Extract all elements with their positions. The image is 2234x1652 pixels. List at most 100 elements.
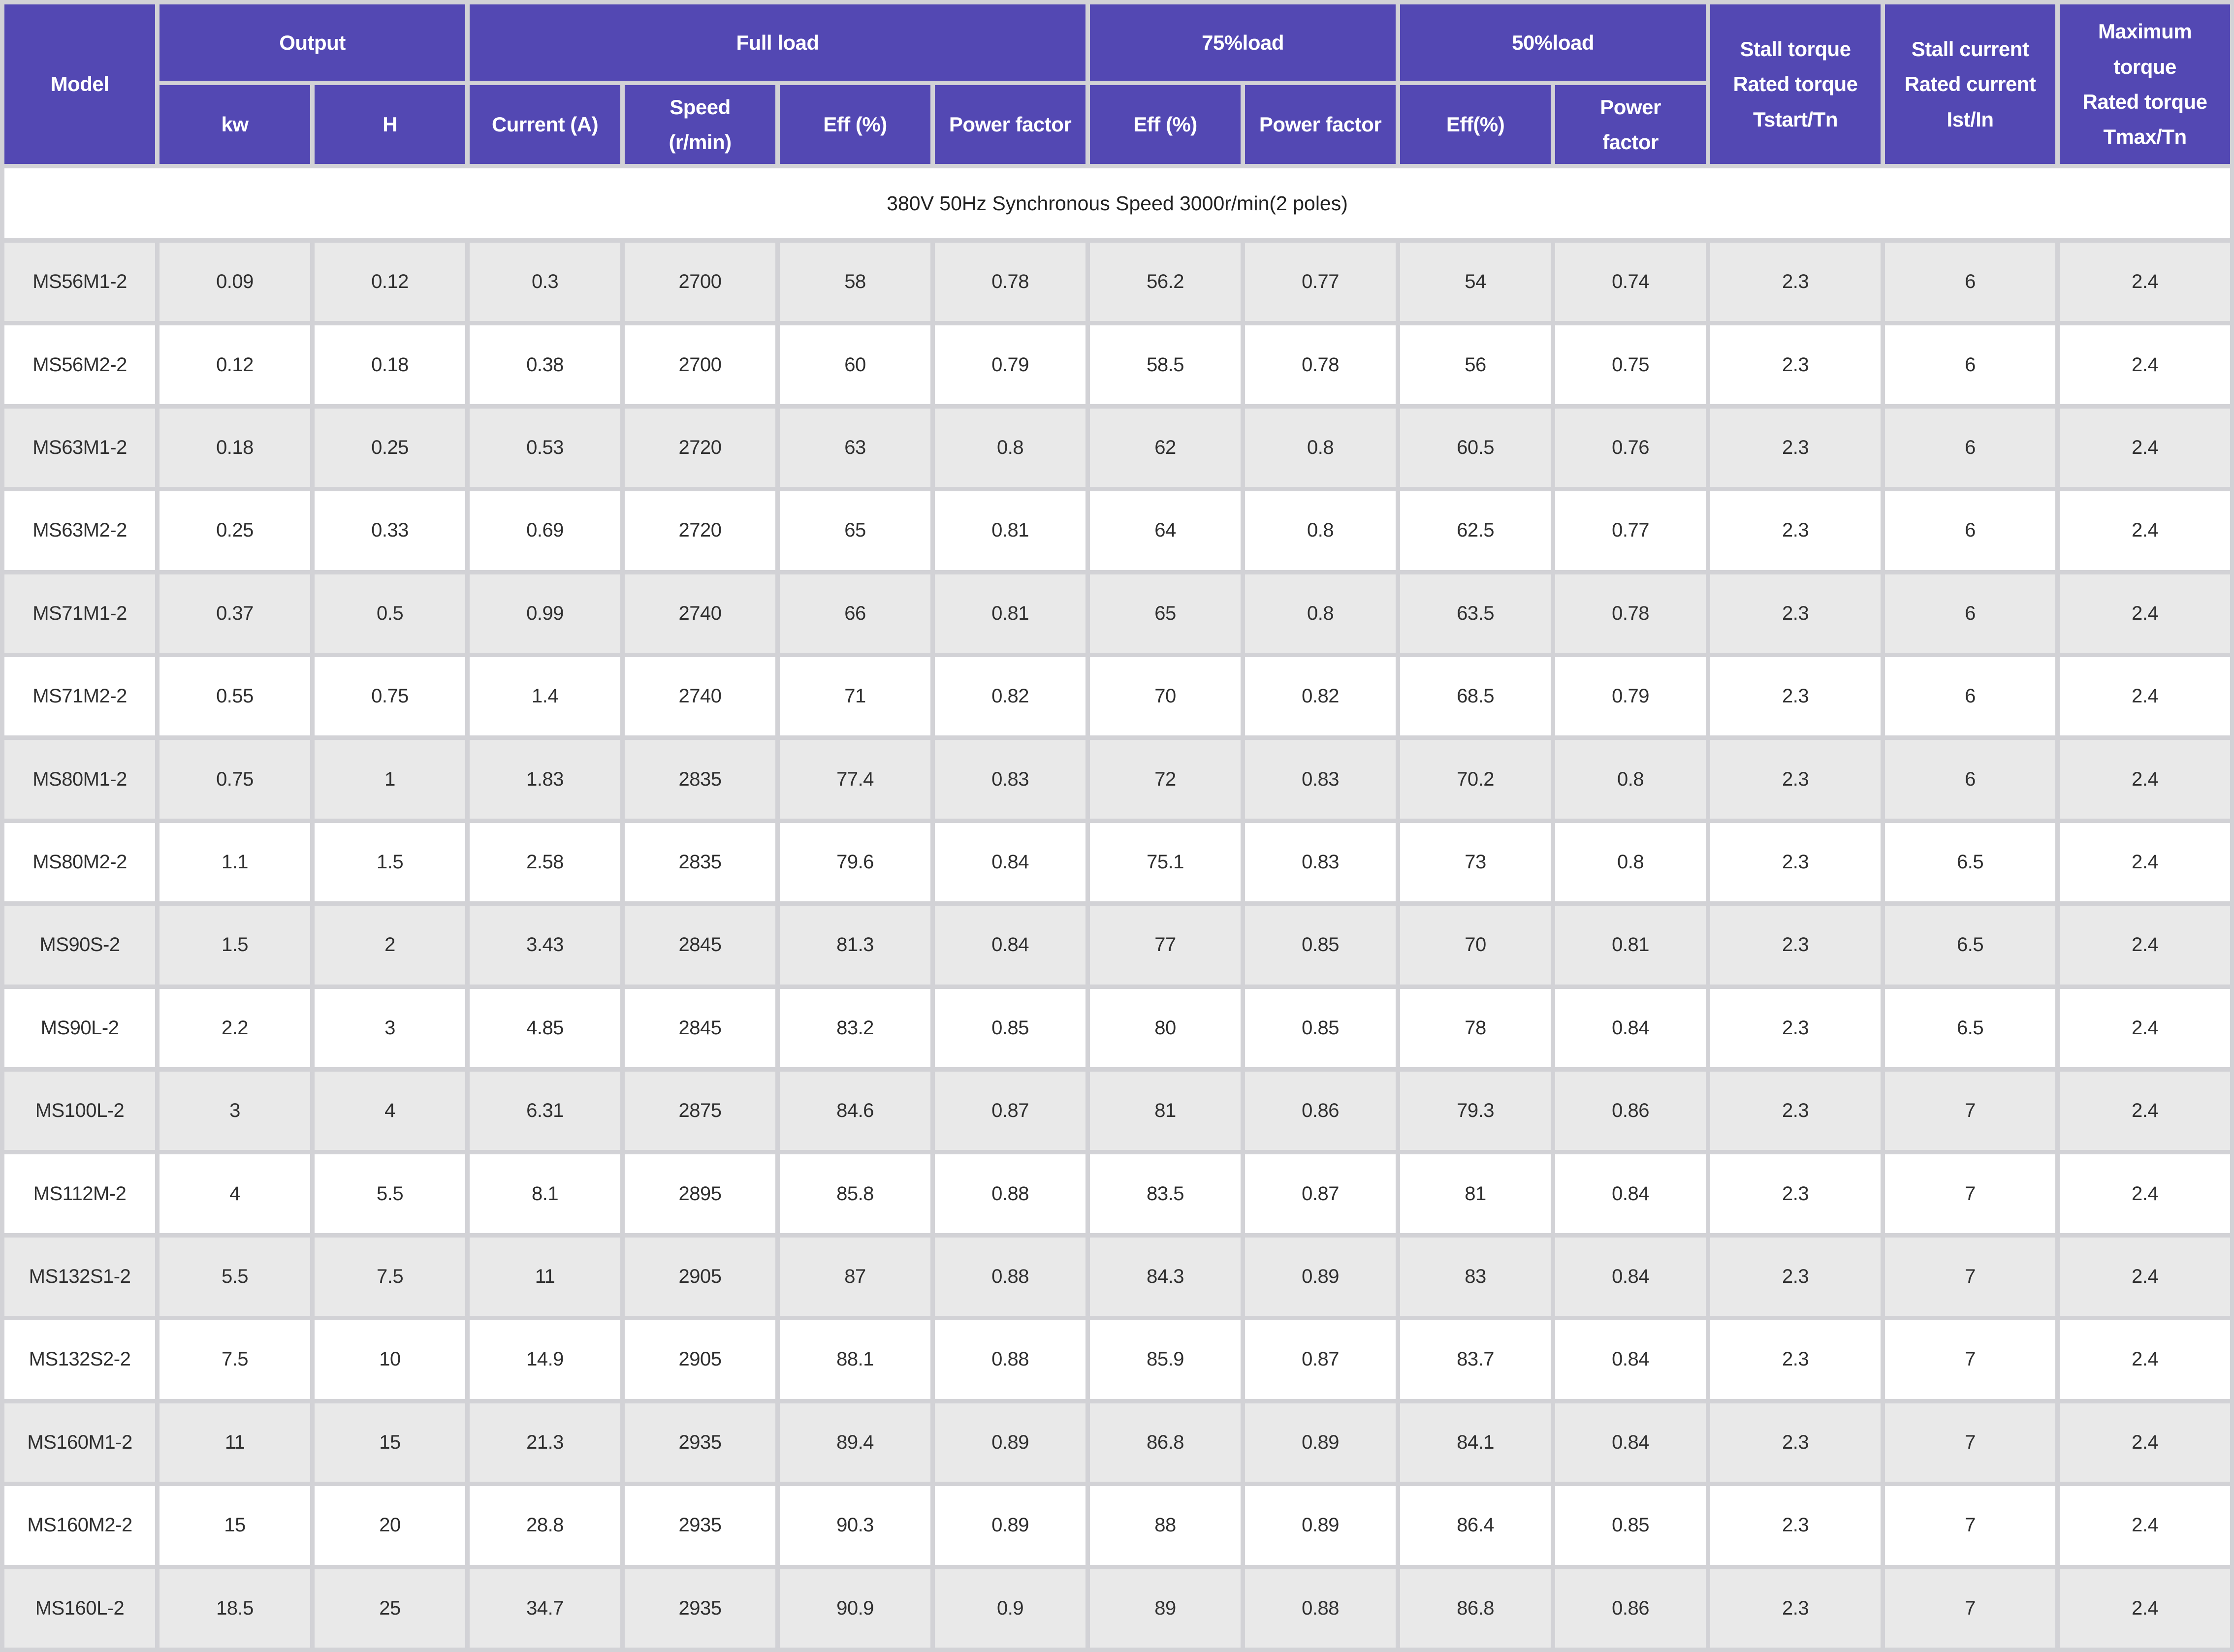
- data-cell: 4: [315, 1072, 466, 1150]
- data-cell: 2935: [625, 1569, 776, 1648]
- data-cell: 0.09: [160, 243, 310, 321]
- data-cell: 56.2: [1090, 243, 1241, 321]
- model-cell: MS63M2-2: [4, 491, 155, 570]
- data-cell: 0.33: [315, 491, 466, 570]
- table-body: MS56M1-2 0.09 0.12 0.3 2700 58 0.78 56.2 0.77 54 0…: [4, 243, 2231, 1648]
- column-header-pf-75: Power factor: [1245, 85, 1396, 164]
- model-cell: MS90S-2: [4, 906, 155, 985]
- data-cell: 0.84: [935, 823, 1086, 902]
- data-cell: 0.89: [1245, 1403, 1396, 1482]
- data-cell: 11: [160, 1403, 310, 1482]
- data-cell: 2.4: [2060, 243, 2231, 321]
- data-cell: 0.85: [935, 988, 1086, 1068]
- table-row: MS132S2-2 7.5 10 14.9 2905 88.1 0.88 85.9 0.87 83…: [4, 1320, 2231, 1399]
- data-cell: 0.81: [1555, 906, 1706, 985]
- data-cell: 6: [1885, 408, 2056, 487]
- data-cell: 85.8: [780, 1154, 931, 1233]
- data-cell: 1.5: [315, 823, 466, 902]
- column-header-eff-full: Eff (%): [780, 85, 931, 164]
- data-cell: 85.9: [1090, 1320, 1241, 1399]
- data-cell: 7: [1885, 1569, 2056, 1648]
- data-cell: 34.7: [470, 1569, 621, 1648]
- data-cell: 2.4: [2060, 1072, 2231, 1150]
- data-cell: 79.6: [780, 823, 931, 902]
- data-cell: 70: [1090, 657, 1241, 736]
- table-row: MS80M2-2 1.1 1.5 2.58 2835 79.6 0.84 75.1 0.83 73…: [4, 823, 2231, 902]
- data-cell: 86.8: [1090, 1403, 1241, 1482]
- data-cell: 0.85: [1245, 906, 1396, 985]
- data-cell: 0.5: [315, 574, 466, 653]
- data-cell: 0.79: [1555, 657, 1706, 736]
- data-cell: 0.55: [160, 657, 310, 736]
- data-cell: 1.1: [160, 823, 310, 902]
- data-cell: 83: [1400, 1237, 1551, 1316]
- column-header-current: Current (A): [470, 85, 621, 164]
- data-cell: 0.86: [1555, 1569, 1706, 1648]
- data-cell: 0.8: [1555, 823, 1706, 902]
- data-cell: 2700: [625, 243, 776, 321]
- data-cell: 14.9: [470, 1320, 621, 1399]
- data-cell: 2.3: [1710, 1154, 1881, 1233]
- model-cell: MS112M-2: [4, 1154, 155, 1233]
- header-sub-row: kw H Current (A) Speed (r/min) Eff (%) P…: [4, 85, 2230, 164]
- column-header-speed: Speed (r/min): [625, 85, 776, 164]
- data-cell: 6.5: [1885, 988, 2056, 1068]
- data-cell: 86.4: [1400, 1486, 1551, 1565]
- data-cell: 80: [1090, 988, 1241, 1068]
- data-cell: 0.69: [470, 491, 621, 570]
- model-cell: MS80M2-2: [4, 823, 155, 902]
- data-cell: 7.5: [160, 1320, 310, 1399]
- data-cell: 0.25: [160, 491, 310, 570]
- data-cell: 2895: [625, 1154, 776, 1233]
- data-cell: 6: [1885, 740, 2056, 819]
- data-cell: 83.2: [780, 988, 931, 1068]
- data-cell: 6: [1885, 657, 2056, 736]
- data-cell: 7: [1885, 1072, 2056, 1150]
- data-cell: 2.58: [470, 823, 621, 902]
- data-cell: 2.4: [2060, 1320, 2231, 1399]
- data-cell: 2720: [625, 408, 776, 487]
- data-cell: 0.84: [1555, 1154, 1706, 1233]
- data-cell: 89.4: [780, 1403, 931, 1482]
- data-cell: 0.88: [935, 1154, 1086, 1233]
- model-cell: MS90L-2: [4, 988, 155, 1068]
- data-cell: 0.84: [1555, 1320, 1706, 1399]
- column-header-stall-current: Stall current Rated current Ist/In: [1885, 4, 2056, 164]
- data-cell: 75.1: [1090, 823, 1241, 902]
- model-cell: MS132S2-2: [4, 1320, 155, 1399]
- table-row: MS132S1-2 5.5 7.5 11 2905 87 0.88 84.3 0.89 83 0.8…: [4, 1237, 2231, 1316]
- data-cell: 84.6: [780, 1072, 931, 1150]
- data-cell: 0.18: [160, 408, 310, 487]
- data-cell: 3: [160, 1072, 310, 1150]
- table-row: MS90S-2 1.5 2 3.43 2845 81.3 0.84 77 0.85 70 0.81 2…: [4, 906, 2231, 985]
- data-cell: 2845: [625, 988, 776, 1068]
- data-cell: 0.88: [935, 1320, 1086, 1399]
- data-cell: 0.83: [935, 740, 1086, 819]
- data-cell: 77.4: [780, 740, 931, 819]
- data-cell: 15: [315, 1403, 466, 1482]
- data-cell: 83.7: [1400, 1320, 1551, 1399]
- data-cell: 0.89: [1245, 1486, 1396, 1565]
- data-cell: 2.4: [2060, 1237, 2231, 1316]
- model-cell: MS160M2-2: [4, 1486, 155, 1565]
- data-cell: 56: [1400, 325, 1551, 404]
- data-cell: 0.75: [1555, 325, 1706, 404]
- data-cell: 15: [160, 1486, 310, 1565]
- data-cell: 1: [315, 740, 466, 819]
- data-cell: 2.4: [2060, 740, 2231, 819]
- data-cell: 0.12: [160, 325, 310, 404]
- data-cell: 70: [1400, 906, 1551, 985]
- data-cell: 7: [1885, 1237, 2056, 1316]
- column-header-model: Model: [4, 4, 155, 164]
- data-cell: 63.5: [1400, 574, 1551, 653]
- data-cell: 4: [160, 1154, 310, 1233]
- column-group-75-load: 75%load: [1090, 4, 1396, 81]
- data-cell: 5.5: [160, 1237, 310, 1316]
- data-cell: 6: [1885, 325, 2056, 404]
- header-group-row: Model Output Full load 75%load 50%load S…: [4, 4, 2231, 164]
- data-cell: 0.88: [935, 1237, 1086, 1316]
- data-cell: 71: [780, 657, 931, 736]
- data-cell: 0.8: [1245, 491, 1396, 570]
- table-subtitle: 380V 50Hz Synchronous Speed 3000r/min(2 …: [4, 168, 2231, 238]
